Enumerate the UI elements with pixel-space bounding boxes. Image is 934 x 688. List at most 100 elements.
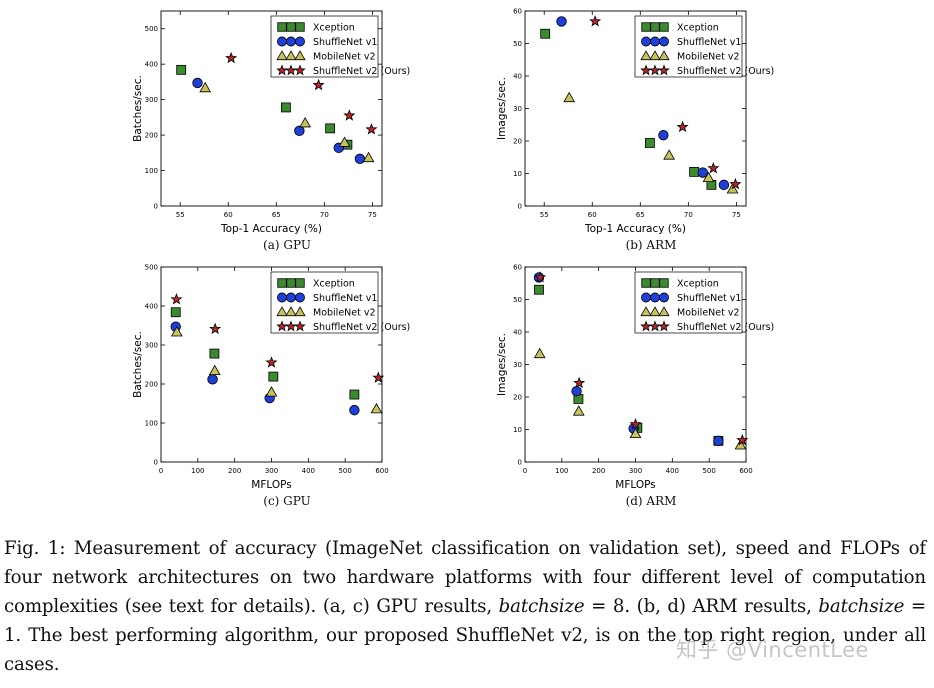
x-tick-label: 500	[702, 467, 715, 475]
legend-marker-triangle	[276, 50, 288, 61]
data-point-star	[225, 51, 238, 64]
legend-marker-triangle	[640, 50, 652, 61]
data-point-star	[676, 120, 689, 133]
legend-label: MobileNet v2	[677, 52, 740, 63]
legend-marker-square	[650, 22, 660, 32]
data-point-triangle	[362, 151, 375, 163]
caption-text-1: Fig. 1: Measurement of accuracy (ImageNe…	[4, 538, 926, 617]
legend-marker-star	[649, 64, 661, 76]
data-point-triangle	[370, 402, 383, 414]
y-tick-label: 50	[513, 296, 522, 304]
x-tick-label: 70	[320, 211, 329, 219]
data-point-square	[534, 284, 544, 295]
legend-marker-square	[295, 278, 305, 288]
legend-marker-star	[658, 64, 670, 76]
legend-label: Xception	[313, 279, 355, 290]
legend-label: ShuffleNet v2 (Ours)	[677, 66, 774, 77]
data-point-star	[589, 15, 602, 27]
x-tick-label: 0	[523, 467, 527, 475]
data-point-square	[325, 123, 336, 134]
data-point-square	[689, 166, 700, 177]
x-tick-label: 55	[176, 211, 185, 219]
chart-panel-b: 55 60 65 70 75 0 10 20 30 40 50 60 Top-1 Accuracy (%…	[496, 8, 774, 236]
legend-marker-square	[286, 22, 296, 32]
data-point-circle	[697, 167, 708, 178]
y-axis-label: Images/sec.	[496, 77, 508, 140]
data-point-star	[707, 161, 720, 174]
data-point-circle	[718, 179, 730, 191]
caption-var-2: batchsize	[818, 596, 905, 617]
legend-marker-circle	[659, 292, 669, 303]
data-point-square	[645, 138, 655, 148]
x-tick-label: 600	[739, 467, 752, 475]
legend-marker-triangle	[294, 50, 306, 61]
data-point-star	[629, 417, 642, 430]
x-tick-label: 400	[666, 467, 679, 475]
data-point-triangle	[563, 91, 576, 103]
chart-panel-c: 0 100 200 300 400 500 600 0 100 200 300 400 500 MFLOP…	[132, 264, 410, 492]
data-point-star	[534, 271, 547, 283]
legend-label: ShuffleNet v2 (Ours)	[313, 66, 410, 77]
legend-marker-star	[285, 64, 297, 76]
data-point-triangle	[533, 347, 546, 359]
data-point-square	[349, 389, 360, 400]
y-tick-label: 40	[513, 329, 522, 337]
data-point-star	[573, 376, 586, 389]
data-point-circle	[354, 153, 366, 165]
legend-label: Xception	[677, 23, 719, 34]
figure: 55 60 65 70 75 0 100 200 300 400 500 Top-1 Accuracy…	[132, 8, 774, 509]
y-tick-label: 10	[513, 170, 522, 178]
y-tick-label: 200	[145, 381, 158, 389]
y-tick-label: 400	[145, 61, 158, 69]
y-tick-label: 0	[154, 459, 158, 467]
y-tick-label: 100	[145, 167, 158, 175]
legend-marker-triangle	[658, 50, 670, 61]
legend-marker-circle	[277, 292, 287, 303]
data-point-star	[312, 78, 325, 91]
x-tick-label: 200	[592, 467, 605, 475]
subcaption-b: (b) ARM	[625, 238, 677, 252]
y-tick-label: 300	[145, 342, 158, 350]
subcaption-c: (c) GPU	[263, 494, 311, 508]
y-tick-label: 20	[513, 138, 522, 146]
x-tick-label: 300	[629, 467, 642, 475]
x-axis-label: Top-1 Accuracy (%)	[584, 223, 686, 235]
legend-marker-circle	[286, 292, 296, 303]
legend-marker-star	[276, 64, 288, 76]
legend-marker-circle	[641, 36, 651, 47]
data-point-circle	[192, 77, 203, 89]
y-tick-label: 0	[518, 203, 522, 211]
y-tick-label: 400	[145, 303, 158, 311]
legend-marker-circle	[650, 36, 660, 47]
legend-marker-triangle	[658, 306, 670, 317]
legend-label: ShuffleNet v1	[677, 37, 741, 48]
data-point-circle	[658, 129, 669, 141]
data-point-circle	[556, 16, 567, 27]
data-point-triangle	[208, 364, 221, 376]
data-point-circle	[207, 374, 218, 385]
y-tick-label: 500	[145, 25, 158, 33]
legend-marker-square	[295, 22, 305, 32]
legend-label: Xception	[313, 23, 355, 34]
y-tick-label: 30	[513, 105, 522, 113]
plot-frame	[524, 10, 747, 207]
x-tick-label: 500	[338, 467, 351, 475]
legend-marker-circle	[659, 36, 669, 47]
data-point-square	[540, 28, 551, 39]
legend-marker-circle	[295, 292, 305, 303]
data-point-circle	[713, 435, 724, 447]
subcaption-d: (d) ARM	[625, 494, 677, 508]
legend-marker-square	[641, 22, 651, 32]
legend-marker-star	[640, 64, 652, 76]
legend-marker-square	[659, 278, 669, 288]
data-point-triangle	[702, 171, 715, 183]
chart-panel-d: 0 100 200 300 400 500 600 0 10 20 30 40 50 60 MFLOPs Im…	[496, 264, 774, 492]
data-point-circle	[571, 385, 582, 397]
x-tick-label: 100	[555, 467, 568, 475]
x-tick-label: 60	[224, 211, 233, 219]
x-tick-label: 75	[732, 211, 741, 219]
y-tick-label: 20	[513, 394, 522, 402]
y-tick-label: 40	[513, 73, 522, 81]
data-point-square	[209, 348, 220, 359]
data-point-star	[265, 356, 278, 368]
